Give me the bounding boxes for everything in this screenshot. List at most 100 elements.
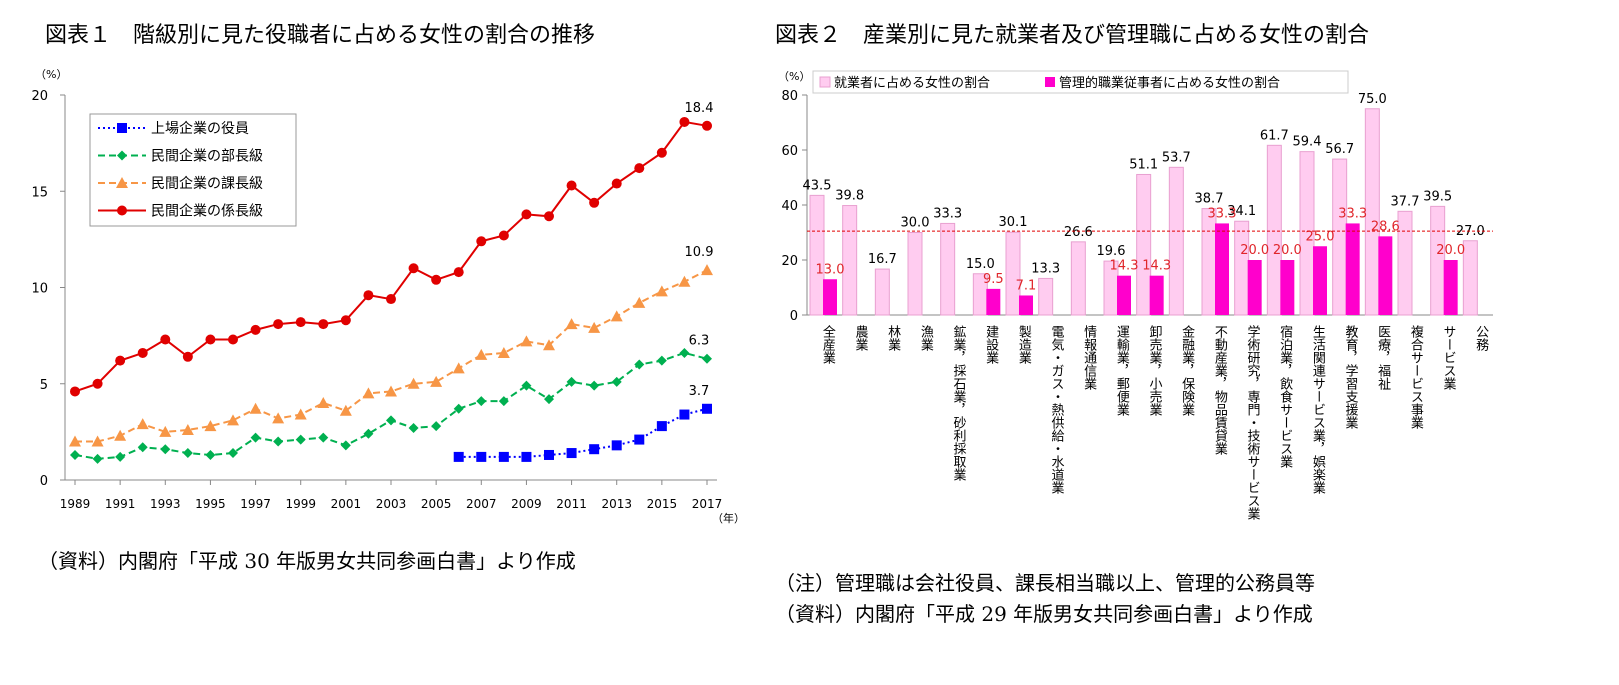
data-label: 39.5	[1423, 189, 1452, 204]
legend-box	[89, 113, 297, 227]
x-tick-label: 2009	[511, 497, 542, 511]
data-label: 10.9	[685, 245, 714, 260]
marker	[566, 376, 577, 387]
data-label: 33.3	[1208, 206, 1237, 221]
bar	[874, 268, 890, 316]
x-tick-label: 建設業	[983, 325, 999, 364]
y-tick-label: 20	[781, 254, 798, 269]
legend-box	[812, 70, 1349, 94]
legend-label: 民間企業の係長級	[151, 203, 263, 220]
x-tick-label: 不動産業，物品賃貸業	[1212, 325, 1228, 455]
marker	[363, 290, 374, 301]
x-tick-label: 漁業	[918, 325, 934, 351]
x-tick-label: 卸売業，小売業	[1147, 324, 1163, 416]
marker	[137, 442, 148, 453]
marker	[610, 310, 623, 322]
data-label: 43.5	[803, 178, 832, 193]
bar	[1247, 260, 1262, 315]
data-label: 20.0	[1436, 243, 1465, 258]
data-label: 37.7	[1391, 194, 1420, 209]
marker	[115, 451, 126, 462]
data-label: 18.4	[685, 101, 714, 116]
x-tick-label: 2005	[421, 497, 452, 511]
marker	[115, 355, 126, 366]
marker	[656, 355, 667, 366]
marker	[136, 418, 149, 430]
x-tick-label: 全産業	[820, 324, 836, 364]
data-label: 19.6	[1097, 244, 1126, 259]
x-tick-label: 農業	[853, 325, 869, 351]
data-label: 14.3	[1142, 259, 1171, 274]
y-tick-label: 40	[781, 199, 798, 214]
data-label: 61.7	[1260, 128, 1289, 143]
data-label: 26.6	[1064, 225, 1093, 240]
bar	[1299, 151, 1315, 316]
marker	[408, 263, 419, 274]
marker	[430, 375, 443, 387]
bar	[1117, 275, 1131, 315]
marker	[159, 425, 172, 437]
legend-swatch	[819, 76, 831, 88]
x-tick-label: 鉱業，採石業，砂利採取業	[951, 324, 967, 481]
bar	[1201, 208, 1217, 316]
marker	[566, 180, 577, 191]
marker	[182, 351, 193, 362]
marker	[295, 317, 306, 328]
data-label: 16.7	[868, 252, 897, 267]
marker	[227, 414, 239, 426]
bar	[1038, 277, 1054, 316]
data-label: 28.6	[1371, 219, 1400, 234]
y-tick-label: 10	[31, 282, 48, 297]
data-label: 7.1	[1016, 278, 1037, 293]
y-tick-label: 20	[31, 89, 48, 104]
data-label: 39.8	[835, 189, 864, 204]
bar	[1005, 231, 1021, 316]
marker	[385, 385, 397, 397]
marker	[114, 429, 127, 441]
marker	[205, 334, 216, 345]
marker	[362, 387, 375, 399]
data-label: 53.7	[1162, 150, 1191, 165]
marker	[452, 362, 465, 374]
marker	[679, 116, 690, 127]
data-label: 56.7	[1325, 142, 1354, 157]
marker	[204, 420, 217, 432]
marker	[520, 335, 533, 347]
marker	[521, 451, 532, 462]
bar	[1378, 236, 1393, 315]
x-tick-label: 2001	[331, 497, 362, 511]
marker	[116, 177, 128, 188]
marker	[273, 319, 284, 330]
x-tick-label: 宿泊業，飲食サービス業	[1277, 324, 1293, 468]
legend-label: 民間企業の部長級	[151, 148, 263, 165]
bar	[842, 205, 858, 316]
x-tick-label: 1991	[105, 497, 136, 511]
y-tick-label: 80	[781, 89, 798, 104]
y-tick-label: 5	[40, 378, 48, 393]
marker	[566, 448, 577, 459]
marker	[453, 403, 464, 414]
marker	[408, 423, 419, 434]
marker	[70, 449, 80, 460]
marker	[611, 440, 622, 451]
marker	[182, 448, 193, 459]
marker	[295, 434, 306, 445]
x-tick-label: 2017	[692, 497, 723, 511]
x-tick-label: 教育，学習支援業	[1343, 324, 1359, 429]
marker	[69, 435, 81, 447]
marker	[340, 315, 351, 326]
note: （資料）内閣府「平成 30 年版男女共同参画白書」より作成	[38, 549, 576, 573]
title: 図表２ 産業別に見た就業者及び管理職に占める女性の割合	[775, 23, 1369, 48]
bar	[1168, 166, 1184, 316]
data-label: 27.0	[1456, 224, 1485, 239]
marker	[543, 339, 555, 351]
legend-label: 民間企業の課長級	[151, 175, 263, 192]
bar	[1397, 210, 1413, 316]
marker	[91, 435, 104, 447]
bar	[1280, 260, 1295, 315]
marker	[407, 377, 420, 389]
bar	[1364, 108, 1380, 316]
x-tick-label: 金融業，保険業	[1179, 324, 1195, 416]
legend-swatch	[1045, 77, 1055, 87]
marker	[565, 318, 578, 330]
